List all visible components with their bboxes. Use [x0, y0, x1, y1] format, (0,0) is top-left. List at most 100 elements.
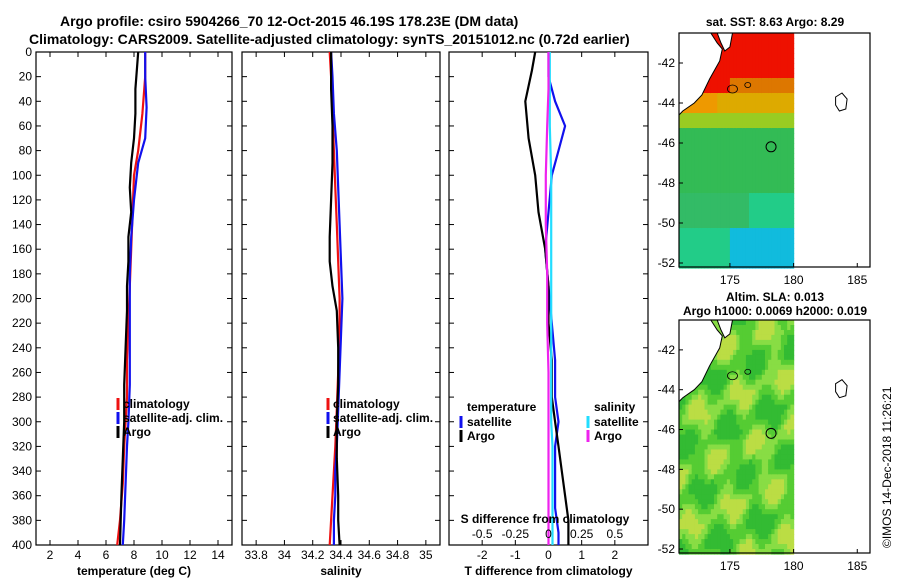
data-cell — [780, 163, 785, 169]
data-cell — [771, 509, 776, 515]
data-cell — [745, 504, 750, 510]
data-cell — [771, 173, 776, 179]
data-cell — [714, 369, 718, 376]
data-cell — [749, 539, 753, 545]
data-cell — [755, 108, 760, 114]
data-cell — [704, 459, 709, 465]
data-cell — [726, 399, 731, 406]
data-cell — [694, 133, 699, 139]
data-cell — [679, 459, 683, 465]
data-cell — [758, 454, 763, 460]
data-cell — [694, 394, 699, 401]
data-cell — [736, 394, 741, 401]
data-cell — [777, 549, 782, 555]
data-cell — [733, 163, 737, 169]
data-cell — [723, 419, 728, 426]
data-cell — [780, 539, 785, 545]
data-cell — [784, 514, 788, 520]
data-cell — [704, 178, 709, 184]
data-cell — [736, 98, 741, 104]
data-cell — [685, 128, 690, 134]
data-cell — [745, 534, 750, 540]
data-cell — [758, 218, 763, 224]
data-cell — [787, 434, 791, 441]
data-cell — [790, 188, 795, 194]
data-cell — [790, 484, 795, 490]
data-cell — [758, 534, 763, 540]
data-cell — [710, 88, 715, 94]
data-cell — [765, 58, 769, 64]
data-cell — [742, 138, 747, 144]
data-cell — [733, 325, 737, 331]
data-cell — [710, 103, 715, 109]
data-cell — [733, 489, 737, 495]
data-cell — [717, 218, 721, 224]
data-cell — [780, 519, 785, 525]
data-cell — [784, 524, 788, 530]
data-cell — [682, 143, 686, 149]
data-cell — [720, 339, 725, 346]
data-cell — [752, 128, 756, 134]
map-x-tick-label: 180 — [784, 559, 804, 573]
data-cell — [780, 68, 785, 74]
data-cell — [790, 38, 795, 44]
data-cell — [685, 504, 690, 510]
data-cell — [726, 404, 731, 411]
data-cell — [752, 379, 756, 386]
data-cell — [742, 48, 747, 54]
data-cell — [771, 98, 776, 104]
data-cell — [694, 138, 699, 144]
data-cell — [704, 138, 709, 144]
data-cell — [726, 243, 731, 249]
data-cell — [717, 228, 721, 234]
data-cell — [729, 128, 734, 134]
data-cell — [710, 163, 715, 169]
data-cell — [714, 484, 718, 490]
data-cell — [723, 53, 728, 59]
data-cell — [784, 198, 788, 204]
data-cell — [682, 489, 686, 495]
data-cell — [682, 419, 686, 426]
data-cell — [726, 504, 731, 510]
data-cell — [768, 168, 772, 174]
data-cell — [752, 484, 756, 490]
data-cell — [739, 188, 744, 194]
data-cell — [774, 93, 779, 99]
data-cell — [720, 223, 725, 229]
data-cell — [736, 193, 741, 199]
data-cell — [784, 118, 788, 124]
data-cell — [729, 414, 734, 421]
data-cell — [765, 208, 769, 214]
data-cell — [682, 168, 686, 174]
data-cell — [691, 549, 696, 555]
data-cell — [736, 364, 741, 371]
data-cell — [777, 38, 782, 44]
data-cell — [691, 414, 696, 421]
data-cell — [758, 148, 763, 154]
data-cell — [765, 344, 769, 351]
data-cell — [736, 33, 741, 39]
data-cell — [761, 534, 766, 540]
data-cell — [755, 449, 760, 455]
data-cell — [784, 334, 788, 341]
data-cell — [736, 354, 741, 361]
x2-tick-label: 0.25 — [570, 527, 594, 541]
data-cell — [701, 98, 706, 104]
data-cell — [729, 524, 734, 530]
x-tick-label: 10 — [155, 548, 169, 562]
data-cell — [720, 479, 725, 485]
data-cell — [761, 404, 766, 411]
data-cell — [688, 394, 693, 401]
data-cell — [758, 123, 763, 129]
data-cell — [745, 434, 750, 441]
data-cell — [774, 123, 779, 129]
data-cell — [707, 98, 712, 104]
data-cell — [745, 33, 750, 39]
data-cell — [745, 153, 750, 159]
y-tick-label: 400 — [12, 538, 32, 552]
data-cell — [698, 263, 702, 269]
data-cell — [707, 243, 712, 249]
data-cell — [694, 519, 699, 525]
data-cell — [726, 529, 731, 535]
data-cell — [761, 183, 766, 189]
